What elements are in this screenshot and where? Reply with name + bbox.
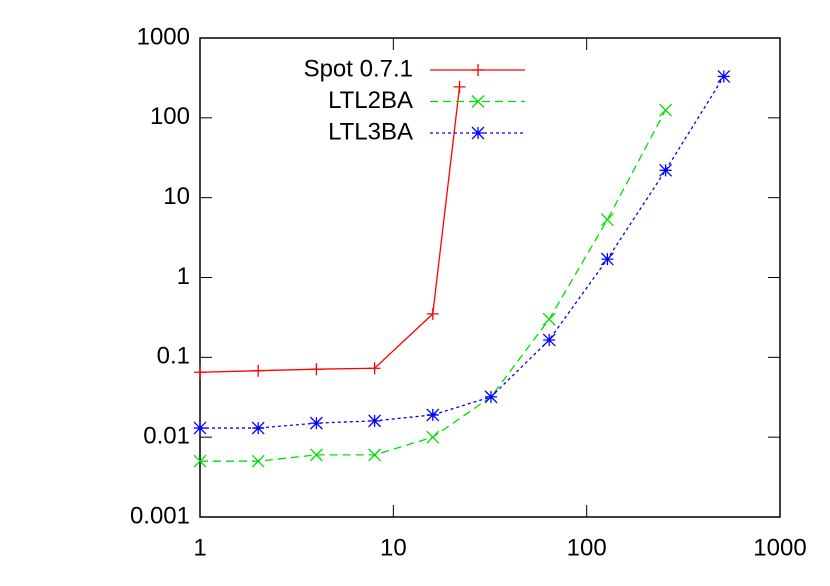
point	[426, 430, 440, 444]
y-tick-label: 1000	[137, 23, 190, 50]
y-tick-label: 0.01	[143, 423, 190, 450]
legend-marker	[471, 126, 485, 140]
x-tick-label: 1000	[753, 534, 806, 561]
point	[659, 163, 673, 177]
point	[251, 454, 265, 468]
legend-marker	[472, 64, 484, 76]
y-tick-label: 0.1	[157, 343, 190, 370]
x-tick-label: 10	[380, 534, 407, 561]
y-tick-label: 0.001	[130, 502, 190, 529]
point	[368, 362, 381, 375]
point	[368, 448, 382, 462]
y-tick-label: 1	[177, 263, 190, 290]
point	[193, 454, 207, 468]
point	[252, 364, 265, 377]
point	[193, 421, 207, 435]
point	[310, 363, 323, 376]
legend-label: LTL3BA	[328, 118, 413, 145]
point	[659, 103, 673, 117]
point	[542, 333, 556, 347]
series-line	[200, 76, 725, 429]
point	[426, 307, 439, 320]
point	[542, 312, 556, 326]
point	[426, 408, 440, 422]
point	[600, 252, 614, 266]
point	[717, 69, 731, 83]
series-line	[199, 86, 461, 373]
point	[484, 390, 498, 404]
series-line	[200, 109, 667, 462]
point	[309, 448, 323, 462]
legend-label: LTL2BA	[328, 87, 413, 114]
point	[194, 366, 206, 379]
y-tick-label: 100	[150, 103, 190, 130]
plot-frame	[199, 37, 781, 518]
y-tick-label: 10	[163, 183, 190, 210]
point	[600, 213, 614, 227]
point	[453, 80, 466, 93]
legend-label: Spot 0.7.1	[304, 55, 413, 82]
point	[309, 416, 323, 430]
point	[368, 414, 382, 428]
x-tick-label: 1	[193, 534, 206, 561]
point	[251, 421, 265, 435]
legend-marker	[471, 95, 485, 108]
x-tick-label: 100	[567, 534, 607, 561]
